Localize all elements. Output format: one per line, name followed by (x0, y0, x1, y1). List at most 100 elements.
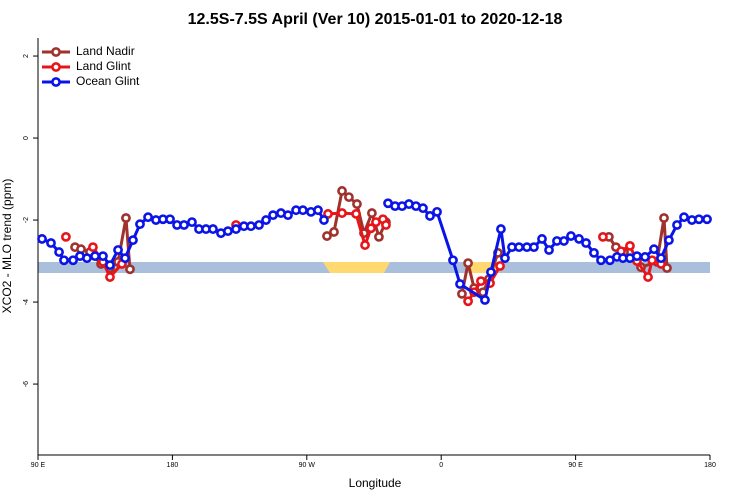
point (61, 231, 71, 242)
point (121, 213, 131, 223)
point (486, 267, 496, 278)
point (179, 220, 189, 230)
x-tick-label: 180 (704, 462, 716, 469)
point (659, 213, 669, 223)
legend-label: Ocean Glint (76, 74, 140, 88)
point (500, 253, 510, 264)
point (559, 236, 569, 246)
point (643, 272, 653, 282)
point (54, 247, 64, 257)
point (702, 214, 712, 225)
point (283, 210, 293, 221)
point (128, 235, 138, 246)
point (598, 231, 608, 242)
point (496, 224, 506, 234)
legend-marker (51, 47, 61, 57)
chart-title: 12.5S-7.5S April (Ver 10) 2015-01-01 to … (188, 11, 563, 28)
y-tick-label: -4 (23, 299, 30, 305)
point (544, 245, 554, 255)
point (480, 295, 490, 305)
point (125, 264, 135, 275)
point (68, 255, 78, 266)
point (261, 215, 271, 225)
legend-marker (51, 62, 61, 72)
point (529, 242, 539, 253)
point (165, 214, 175, 225)
point (329, 227, 339, 237)
land-band (323, 262, 390, 273)
point (344, 192, 354, 202)
point (656, 253, 666, 264)
legend-marker (51, 77, 61, 87)
legend-label: Land Glint (76, 59, 131, 73)
point (672, 220, 682, 230)
point (208, 224, 218, 234)
point (625, 240, 635, 251)
y-tick-label: -6 (23, 381, 30, 387)
point (351, 209, 361, 219)
point (143, 212, 153, 223)
x-axis-label: Longitude (349, 476, 402, 490)
point (98, 251, 108, 262)
x-tick-label: 0 (439, 462, 443, 469)
point (231, 224, 241, 234)
point (337, 208, 347, 218)
point (566, 231, 576, 241)
point (105, 260, 115, 271)
point (298, 205, 308, 216)
point (268, 210, 278, 221)
point (37, 234, 47, 244)
point (366, 223, 376, 234)
point (596, 255, 606, 266)
x-tick-label: 90 W (299, 462, 316, 469)
point (319, 215, 329, 225)
point (337, 186, 347, 196)
point (82, 253, 92, 264)
point (495, 261, 505, 271)
legend-label: Land Nadir (76, 44, 135, 58)
point (367, 208, 377, 218)
point (574, 234, 584, 244)
point (322, 231, 332, 241)
point (187, 217, 197, 228)
point (640, 252, 650, 262)
point (88, 242, 98, 253)
point (514, 242, 524, 253)
x-tick-label: 90 E (568, 462, 583, 469)
point (360, 240, 370, 250)
point (105, 272, 115, 282)
point (381, 220, 391, 230)
point (537, 234, 547, 244)
point (463, 258, 473, 269)
point (694, 214, 704, 225)
point (90, 251, 100, 262)
point (432, 206, 442, 217)
point (46, 238, 56, 248)
point (448, 255, 458, 266)
point (455, 279, 465, 289)
y-tick-label: 2 (23, 54, 30, 58)
point (352, 199, 362, 209)
x-tick-label: 90 E (31, 462, 46, 469)
point (113, 245, 123, 255)
point (463, 296, 473, 307)
point (223, 226, 233, 237)
point (679, 212, 689, 223)
y-axis-label: XCO2 - MLO trend (ppm) (0, 179, 14, 314)
point (457, 288, 467, 299)
point (649, 244, 659, 255)
point (418, 203, 428, 214)
point (59, 255, 69, 266)
point (313, 205, 323, 216)
point (664, 235, 674, 246)
point (246, 221, 256, 232)
point (374, 231, 384, 242)
point (632, 251, 642, 262)
point (120, 253, 130, 264)
x-tick-label: 180 (167, 462, 179, 469)
point (476, 276, 486, 287)
point (581, 238, 591, 248)
y-tick-label: 0 (23, 136, 30, 140)
point (425, 211, 435, 221)
